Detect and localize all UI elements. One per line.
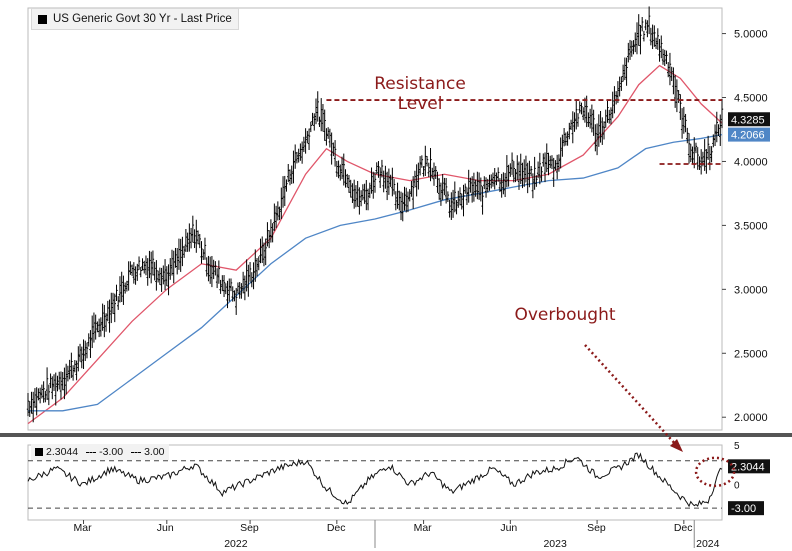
osc-tick-label-0: 5 xyxy=(734,441,740,452)
panel-divider xyxy=(0,433,792,437)
year-2022-label: 2022 xyxy=(224,538,248,550)
y-tick-label-6: 5.0000 xyxy=(734,29,768,41)
last-price-label: 4.3285 xyxy=(731,114,765,126)
last-ma-label: 4.2066 xyxy=(731,130,765,142)
y-tick-label-2: 3.0000 xyxy=(734,284,768,296)
resistance-annotation: Resistance Level xyxy=(360,74,480,114)
x-month-label-6: Sep xyxy=(587,522,606,534)
last-price-box xyxy=(728,112,770,127)
ma_slow-line xyxy=(28,133,723,412)
y-tick-label-3: 3.5000 xyxy=(734,220,768,232)
legend-label: US Generic Govt 30 Yr - Last Price xyxy=(53,13,232,25)
year-2023-label: 2023 xyxy=(543,538,567,550)
osc-threshold-box xyxy=(728,501,764,516)
osc-last-label: 2.3044 xyxy=(731,461,765,473)
overbought-annotation: Overbought xyxy=(514,305,616,325)
oscillator-value: 2.3044 xyxy=(35,446,78,458)
y-tick-label-4: 4.0000 xyxy=(734,156,768,168)
oscillator-upper: -3.00 xyxy=(86,446,123,458)
x-month-label-5: Jun xyxy=(500,522,517,534)
overbought-arrow xyxy=(584,344,679,448)
x-month-label-7: Dec xyxy=(674,522,693,534)
y-tick-label-5: 4.5000 xyxy=(734,93,768,105)
osc-last-box xyxy=(728,459,770,474)
overbought-arrowhead xyxy=(670,439,683,452)
main-legend: US Generic Govt 30 Yr - Last Price xyxy=(31,8,239,30)
osc-threshold-label: -3.00 xyxy=(731,503,756,515)
resistance-line1: Resistance xyxy=(374,74,466,94)
oscillator-lower: 3.00 xyxy=(131,446,165,458)
last-ma-box xyxy=(728,127,770,142)
legend-swatch xyxy=(38,14,47,24)
x-month-label-2: Sep xyxy=(240,522,259,534)
oscillator-legend: 2.3044 -3.00 3.00 xyxy=(31,444,169,460)
x-month-label-0: Mar xyxy=(74,522,93,534)
y-tick-label-1: 2.5000 xyxy=(734,348,768,360)
x-month-label-1: Jun xyxy=(157,522,174,534)
y-tick-label-0: 2.0000 xyxy=(734,412,768,424)
osc-tick-label-1: 0 xyxy=(734,480,740,491)
x-month-label-3: Dec xyxy=(327,522,346,534)
year-2024-label: 2024 xyxy=(696,538,720,550)
oscillator-line xyxy=(27,452,723,508)
resistance-line2: Level xyxy=(397,94,443,114)
overbought-circle xyxy=(694,456,736,488)
x-month-label-4: Mar xyxy=(414,522,433,534)
